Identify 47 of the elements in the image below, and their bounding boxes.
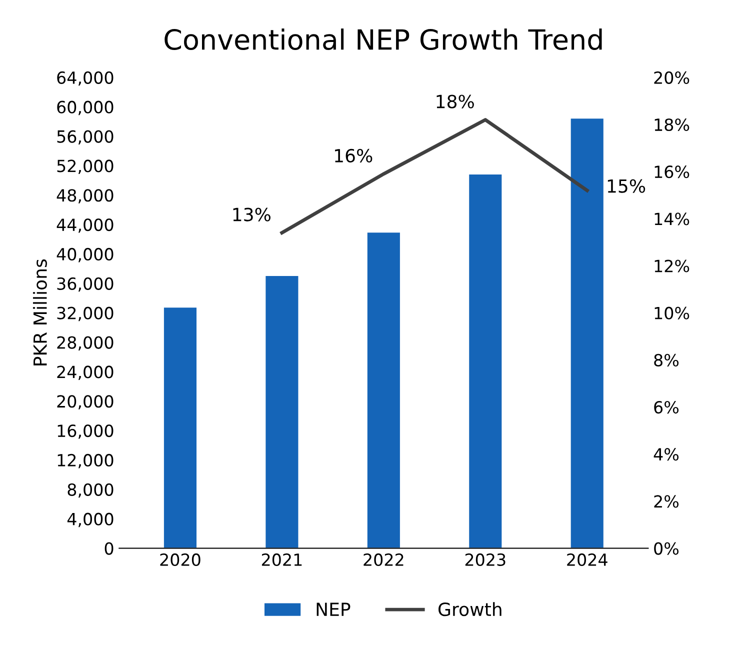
y-tick-label: 60,000 [57, 100, 114, 116]
y-tick-label: 12,000 [58, 454, 114, 468]
bar [570, 118, 604, 548]
legend-label: Growth [438, 602, 502, 616]
bar [469, 174, 502, 548]
y2-tick-label: 4% [654, 448, 679, 461]
x-tick-label: 2020 [160, 553, 200, 566]
y-tick-label: 36,000 [57, 277, 114, 292]
y2-tick-label: 16% [654, 166, 690, 178]
y2-tick-label: 14% [654, 212, 690, 226]
data-label: 18% [436, 94, 474, 108]
y-tick-label: 16,000 [58, 424, 114, 439]
bar [367, 232, 400, 548]
y2-tick-label: 18% [654, 118, 690, 132]
y-tick-label: 44,000 [56, 218, 114, 233]
y2-tick-label: 0% [654, 542, 679, 555]
data-label: 16% [335, 148, 372, 162]
y2-tick-label: 8% [654, 354, 679, 366]
x-tick-label: 2023 [465, 553, 506, 566]
y-tick-label: 52,000 [57, 160, 114, 174]
y2-tick-label: 6% [654, 400, 679, 414]
data-label: 13% [233, 208, 270, 222]
y2-tick-label: 20% [654, 71, 690, 84]
x-tick-label: 2022 [364, 553, 404, 566]
y-tick-label: 40,000 [56, 248, 114, 262]
data-label: 15% [608, 179, 646, 193]
bar [266, 276, 298, 548]
line-series [280, 118, 589, 235]
y-tick-label: 20,000 [57, 395, 114, 410]
y-tick-label: 32,000 [57, 306, 114, 322]
y-tick-label: 56,000 [57, 130, 114, 145]
x-tick-label: 2024 [567, 553, 608, 566]
bar [164, 308, 197, 548]
chart-title: Conventional NEP Growth Trend [164, 28, 602, 50]
y-tick-label: 24,000 [57, 366, 114, 380]
y-tick-label: 28,000 [57, 336, 114, 351]
y-tick-label: 8,000 [68, 483, 114, 498]
y2-tick-label: 10% [654, 306, 690, 320]
x-tick-label: 2021 [262, 553, 302, 566]
y-axis-title: PKR Millions [32, 259, 47, 366]
y-tick-label: 64,000 [57, 71, 114, 86]
y2-tick-label: 12% [654, 260, 690, 272]
legend-label: NEP [316, 602, 350, 616]
y-tick-label: 4,000 [67, 512, 114, 528]
y-tick-label: 0 [104, 542, 114, 555]
y2-tick-label: 2% [654, 495, 679, 508]
y-tick-label: 48,000 [56, 189, 114, 204]
